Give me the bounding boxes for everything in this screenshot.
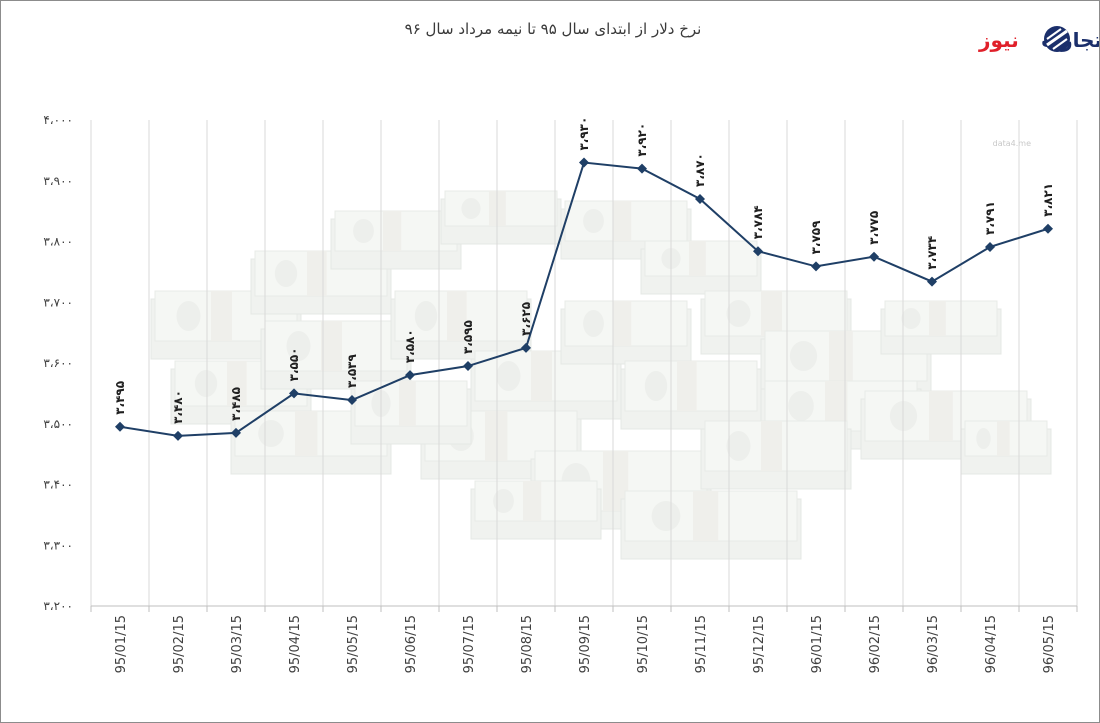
x-tick-label: 95/07/15 [462,615,477,673]
data-label: ۳،۷۳۴ [925,236,939,270]
data-point-marker [521,342,531,353]
x-tick-labels: 95/01/15 95/02/15 95/03/15 95/04/15 95/05/15… [114,615,1057,673]
data-point-marker [173,430,183,441]
x-tick-label: 95/02/15 [172,615,187,673]
money-stacks-background-image [150,190,1052,560]
x-tick-label: 96/04/15 [984,615,999,673]
data-label: ۳،۶۲۵ [519,302,533,336]
x-tick-label: 95/04/15 [288,615,303,673]
money-stack-shape [390,290,532,360]
data-label: ۳،۷۵۹ [809,220,823,255]
money-stack-shape [700,420,852,490]
x-tick-label: 96/02/15 [868,615,883,673]
data-point-marker [927,276,937,287]
y-tick-label: ۳،۵۰۰ [43,417,73,431]
money-stack-shape [880,300,1002,355]
x-tick-label: 96/01/15 [810,615,825,673]
data-label: ۳،۷۸۴ [751,205,765,239]
data-point-marker [753,246,763,257]
y-tick-label: ۳،۸۰۰ [43,235,73,249]
money-stack-shape [350,380,472,445]
axes [90,605,1078,612]
brand-name-part2: نیوز [978,28,1019,52]
money-stack-shape [960,420,1052,475]
money-stack-shape [560,300,692,365]
data-point-marker [405,370,415,381]
x-tick-label: 95/11/15 [694,615,709,673]
data-label: ۳،۷۹۱ [983,201,997,235]
y-tick-label: ۴،۰۰۰ [43,113,73,127]
data-point-marker [1043,223,1053,234]
money-stack-shape [470,480,602,540]
data-point-marker [869,251,879,262]
data-label: ۳،۴۹۵ [113,381,127,415]
y-tick-labels: ۳،۲۰۰ ۳،۳۰۰ ۳،۴۰۰ ۳،۵۰۰ ۳،۶۰۰ ۳،۷۰۰ ۳،۸۰۰ ۳،۹۰۰… [43,113,73,613]
x-tick-label: 96/05/15 [1042,615,1057,673]
money-stack-shape [260,320,412,390]
data-point-marker [231,427,241,438]
x-tick-label: 95/08/15 [520,615,535,673]
x-tick-label: 95/06/15 [404,615,419,673]
y-tick-label: ۳،۶۰۰ [43,356,73,370]
y-tick-label: ۳،۲۰۰ [43,599,73,613]
y-tick-label: ۳،۴۰۰ [43,478,73,492]
x-tick-label: 95/09/15 [578,615,593,673]
data-point-marker [695,193,705,204]
logo-globe-icon [1044,26,1070,52]
data-label: ۳،۷۷۵ [867,211,881,245]
data-label: ۳،۵۹۵ [461,320,475,354]
money-stack-shape [620,490,802,560]
money-stack-shape [620,360,762,430]
x-tick-label: 95/05/15 [346,615,361,673]
x-tick-label: 95/12/15 [752,615,767,673]
x-tick-label: 95/01/15 [114,615,129,673]
x-tick-label: 96/03/15 [926,615,941,673]
x-tick-label: 95/03/15 [230,615,245,673]
y-tick-label: ۳،۷۰۰ [43,295,73,309]
data-label: ۳،۸۷۰ [693,153,707,187]
chart-title: نرخ دلار از ابتدای سال ۹۵ تا نیمه مرداد … [405,20,702,38]
y-tick-label: ۳،۳۰۰ [43,538,73,552]
data-label: ۳،۵۵۰ [287,348,301,382]
money-stack-shape [440,190,562,245]
series-markers [115,157,1053,441]
y-tick-label: ۳،۹۰۰ [43,174,73,188]
data-label: ۳،۵۳۹ [345,354,359,389]
data-point-marker [115,421,125,432]
data-point-marker [289,388,299,399]
x-tick-label: 95/10/15 [636,615,651,673]
data-label: ۳،۸۲۱ [1041,183,1055,217]
money-stack-shape [250,250,392,315]
data-point-marker [579,157,589,168]
data-label: ۳،۵۸۰ [403,329,417,363]
data-labels: ۳،۴۹۵ ۳،۴۸۰ ۳،۴۸۵ ۳،۵۵۰ ۳،۵۳۹ ۳،۵۸۰ ۳،۵۹۵ ۳،۶۲۵… [113,117,1055,424]
data-point-marker [637,163,647,174]
data-point-marker [985,241,995,252]
data-label: ۳،۹۳۰ [577,117,591,151]
data-label: ۳،۴۸۵ [229,387,243,421]
data-label: ۳،۹۲۰ [635,123,649,157]
data-point-marker [463,361,473,372]
data-label: ۳،۴۸۰ [171,390,185,424]
watermark: data4.me [993,139,1031,148]
data-point-marker [347,395,357,406]
money-stack-shape [640,240,762,295]
brand-logo: تجارت نیوز [978,26,1099,52]
grid-lines [90,120,1078,606]
data-point-marker [811,261,821,272]
